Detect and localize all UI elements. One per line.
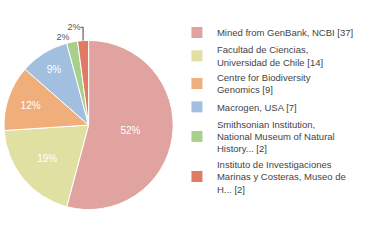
svg-text:Macrogen, USA [7]: Macrogen, USA [7] [217, 102, 297, 113]
svg-text:12%: 12% [21, 100, 41, 111]
svg-text:Smithsonian Institution,Nation: Smithsonian Institution,National Museum … [217, 119, 335, 155]
svg-text:Mined from GenBank, NCBI [37]: Mined from GenBank, NCBI [37] [217, 27, 353, 38]
svg-text:2%: 2% [68, 22, 81, 32]
svg-text:Instituto de InvestigacionesMa: Instituto de InvestigacionesMarinas y Co… [217, 159, 346, 195]
svg-text:19%: 19% [37, 153, 57, 164]
svg-text:Facultad de Ciencias,Universid: Facultad de Ciencias,Universidad de Chil… [217, 44, 323, 67]
svg-text:Centre for BiodiversityGenomic: Centre for BiodiversityGenomics [9] [217, 72, 311, 95]
svg-text:52%: 52% [120, 125, 140, 136]
svg-text:2%: 2% [57, 32, 70, 42]
svg-text:9%: 9% [47, 64, 62, 75]
